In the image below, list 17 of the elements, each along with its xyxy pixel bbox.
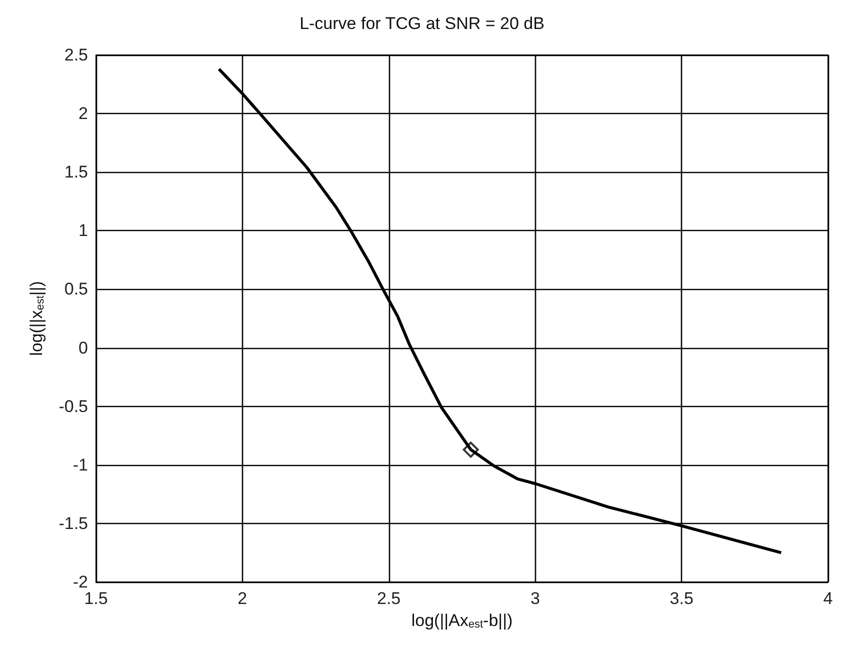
chart-title: L-curve for TCG at SNR = 20 dB [300, 14, 544, 33]
y-tick-label: 1 [78, 221, 88, 240]
y-tick-label: 2 [78, 104, 88, 124]
x-tick-label: 2 [238, 589, 248, 608]
x-tick-label: 2.5 [376, 589, 401, 608]
y-axis-title: log(||xest||) [27, 281, 46, 356]
x-tick-label: 3.5 [670, 589, 694, 608]
y-tick-label: -1 [72, 455, 88, 474]
y-tick-label: -2 [72, 572, 88, 592]
x-tick-label: 3 [530, 589, 540, 608]
x-tick-label: 4 [823, 589, 833, 608]
y-tick-label: 2.5 [64, 46, 88, 64]
y-tick-label: -1.5 [58, 514, 88, 533]
y-tick-label: -0.5 [58, 396, 88, 416]
y-tick-label: 0 [78, 338, 88, 358]
y-tick-label: 1.5 [64, 162, 88, 182]
y-tick-label: 0.5 [64, 280, 88, 299]
